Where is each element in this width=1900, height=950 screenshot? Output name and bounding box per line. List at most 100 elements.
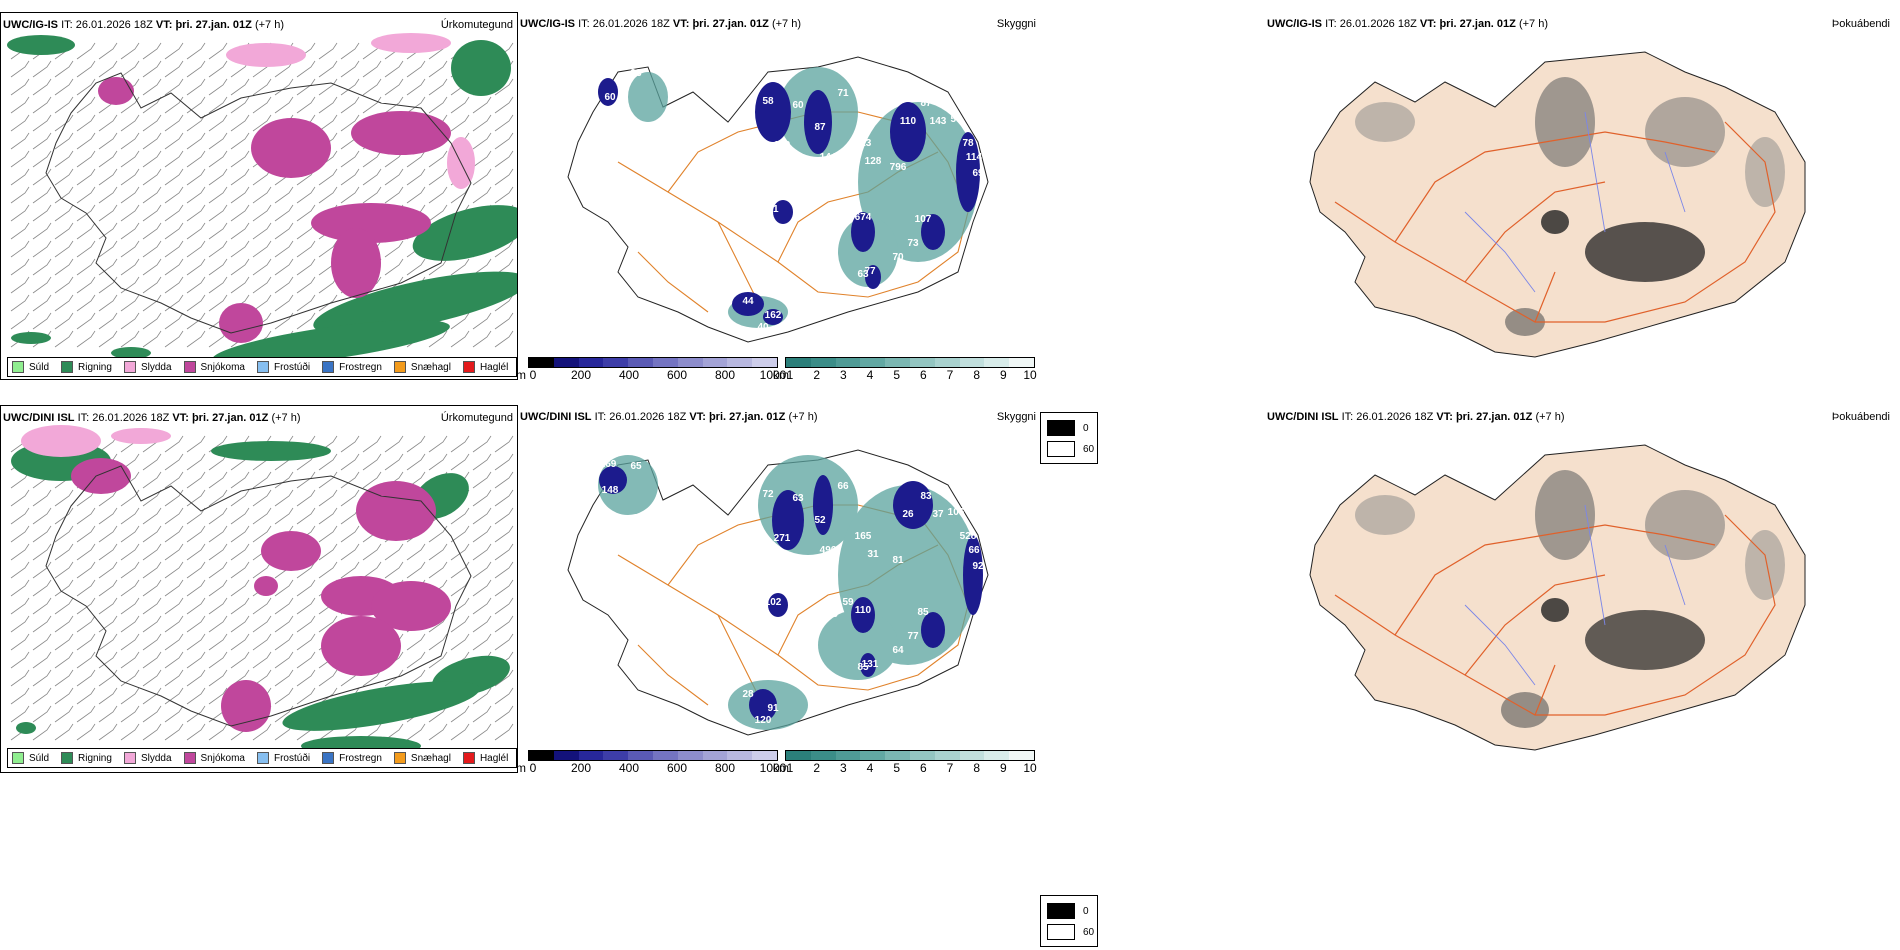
- visibility-value-label: 796: [890, 162, 907, 173]
- panel-title: UWC/DINI ISL IT: 26.01.2026 18Z VT: þri.…: [3, 412, 300, 424]
- colorbar-cell: [727, 358, 753, 367]
- colorbar-unit: km: [773, 368, 789, 380]
- visibility-value-label: 271: [774, 533, 791, 544]
- visibility-value-label: 59: [842, 597, 854, 608]
- legend-item: Frostregn: [322, 752, 382, 764]
- visibility-value-label: 65: [630, 461, 642, 472]
- colorbar-cell: [786, 358, 811, 367]
- legend-label: Frostúði: [273, 361, 311, 373]
- legend-label: Frostregn: [339, 752, 382, 764]
- legend-label: Snæhagl: [410, 752, 451, 764]
- colorbar-cell: [934, 751, 960, 760]
- colorbar-tick: 1: [786, 761, 794, 773]
- colorbar-cell: [835, 751, 861, 760]
- model-name: UWC/IG-IS: [1267, 18, 1322, 30]
- visibility-value-label: 80: [602, 66, 614, 77]
- visibility-value-label: 144: [820, 152, 837, 163]
- field-name: Skyggni: [996, 411, 1036, 423]
- lead-time: (+7 h): [1535, 411, 1565, 423]
- colorbar-cell: [984, 358, 1010, 367]
- visibility-value-label: 131: [862, 659, 879, 670]
- visibility-value-label: 55: [950, 114, 962, 125]
- fog-dark-value: 0: [1083, 905, 1089, 917]
- colorbar-cell: [885, 751, 910, 760]
- legend-swatch: [183, 361, 196, 373]
- river-network: [1464, 111, 1686, 293]
- colorbar-cell: [959, 751, 985, 760]
- legend-swatch: [462, 752, 475, 764]
- legend-item: Frostúði: [256, 752, 310, 764]
- legend-swatch: [393, 361, 406, 373]
- colorbar-tick: 3: [839, 761, 847, 773]
- panel-title: UWC/DINI ISL IT: 26.01.2026 18Z VT: þri.…: [520, 411, 817, 423]
- colorbar-cell: [553, 358, 579, 367]
- visibility-value-label: 73: [752, 575, 764, 586]
- colorbar-cells: [785, 357, 1035, 368]
- visibility-value-label: 87: [920, 98, 932, 109]
- visibility-value-label: 92: [972, 561, 984, 572]
- visibility-value-label: 78: [962, 138, 974, 149]
- visibility-value-label: 114: [966, 152, 983, 163]
- vt-label: VT:: [172, 412, 189, 424]
- it-value: 26.01.2026 18Z: [1356, 411, 1434, 423]
- legend-label: Slydda: [140, 361, 172, 373]
- colorbar-cell: [810, 358, 836, 367]
- visibility-value-label: 107: [915, 214, 932, 225]
- fog-dark-swatch: [1047, 420, 1075, 436]
- it-value: 26.01.2026 18Z: [609, 411, 687, 423]
- colorbar-tick: 200: [570, 761, 592, 773]
- visibility-m-colorbar: 0 200 400 600 800 1000 m: [518, 357, 786, 380]
- colorbar-cell: [578, 751, 604, 760]
- field-name: Skyggni: [996, 18, 1036, 30]
- precip-legend: Súld Rigning Slydda Snjókoma Frostúði Frostre…: [7, 357, 517, 377]
- visibility-value-label: 69: [972, 168, 984, 179]
- colorbar-cells: [785, 750, 1035, 761]
- visibility-panel-row2: 169 65 148 72 63 52 67 271 496 66 165 31 81 26 83 37 106…: [518, 405, 1038, 773]
- colorbar-cell: [578, 358, 604, 367]
- colorbar-tick: 600: [666, 761, 688, 773]
- visibility-value-label: 674: [855, 212, 872, 223]
- vt-label: VT:: [1419, 18, 1437, 30]
- visibility-value-label: 89: [774, 190, 786, 201]
- colorbar-cell: [835, 358, 861, 367]
- it-value: 26.01.2026 18Z: [92, 412, 170, 424]
- rain-areas: [7, 35, 517, 367]
- field-name: Úrkomutegund: [440, 19, 513, 31]
- legend-label: Snæhagl: [410, 361, 451, 373]
- legend-swatch: [123, 752, 136, 764]
- colorbar-tick: 8: [973, 761, 980, 773]
- colorbar-cell: [628, 751, 653, 760]
- visibility-value-label: 110: [900, 116, 917, 127]
- fog-dark-swatch: [1047, 903, 1075, 919]
- fog-shading: [1355, 470, 1785, 728]
- model-name: UWC/DINI ISL: [1267, 411, 1339, 423]
- visibility-m-colorbar: 0 200 400 600 800 1000 m: [518, 750, 786, 773]
- iceland-coast: [45, 465, 472, 727]
- visibility-value-label: 128: [810, 585, 827, 596]
- model-name: UWC/IG-IS: [520, 18, 575, 30]
- colorbar-tick: 10: [1023, 761, 1037, 773]
- precip-type-panel-row1: UWC/IG-IS IT: 26.01.2026 18Z VT: þri. 27…: [0, 12, 518, 380]
- colorbar-cell: [628, 358, 653, 367]
- lead-time: (+7 h): [771, 18, 801, 30]
- visibility-value-label: 165: [855, 531, 872, 542]
- colorbar-tick: 5: [893, 761, 900, 773]
- precip-map-row1: [7, 33, 517, 367]
- colorbar-cell: [677, 358, 703, 367]
- legend-label: Súld: [29, 361, 50, 373]
- fog-light-value: 60: [1083, 443, 1095, 455]
- visibility-value-label: 162: [765, 310, 782, 321]
- colorbar-cell: [677, 751, 703, 760]
- vt-value: þri. 27.jan. 01Z: [1455, 411, 1533, 423]
- legend-label: Rigning: [78, 361, 112, 373]
- it-value: 26.01.2026 18Z: [1339, 18, 1417, 30]
- legend-item: Frostúði: [256, 361, 311, 373]
- field-name: Úrkomutegund: [440, 412, 513, 424]
- colorbar-cell: [934, 358, 960, 367]
- fog-shading: [1355, 77, 1785, 336]
- colorbar-tick: 2: [813, 761, 820, 773]
- colorbar-tick: 1000: [759, 761, 787, 773]
- precip-legend: Súld Rigning Slydda Snjókoma Frostúði Frostre…: [7, 748, 517, 768]
- visibility-value-label: 85: [917, 607, 929, 618]
